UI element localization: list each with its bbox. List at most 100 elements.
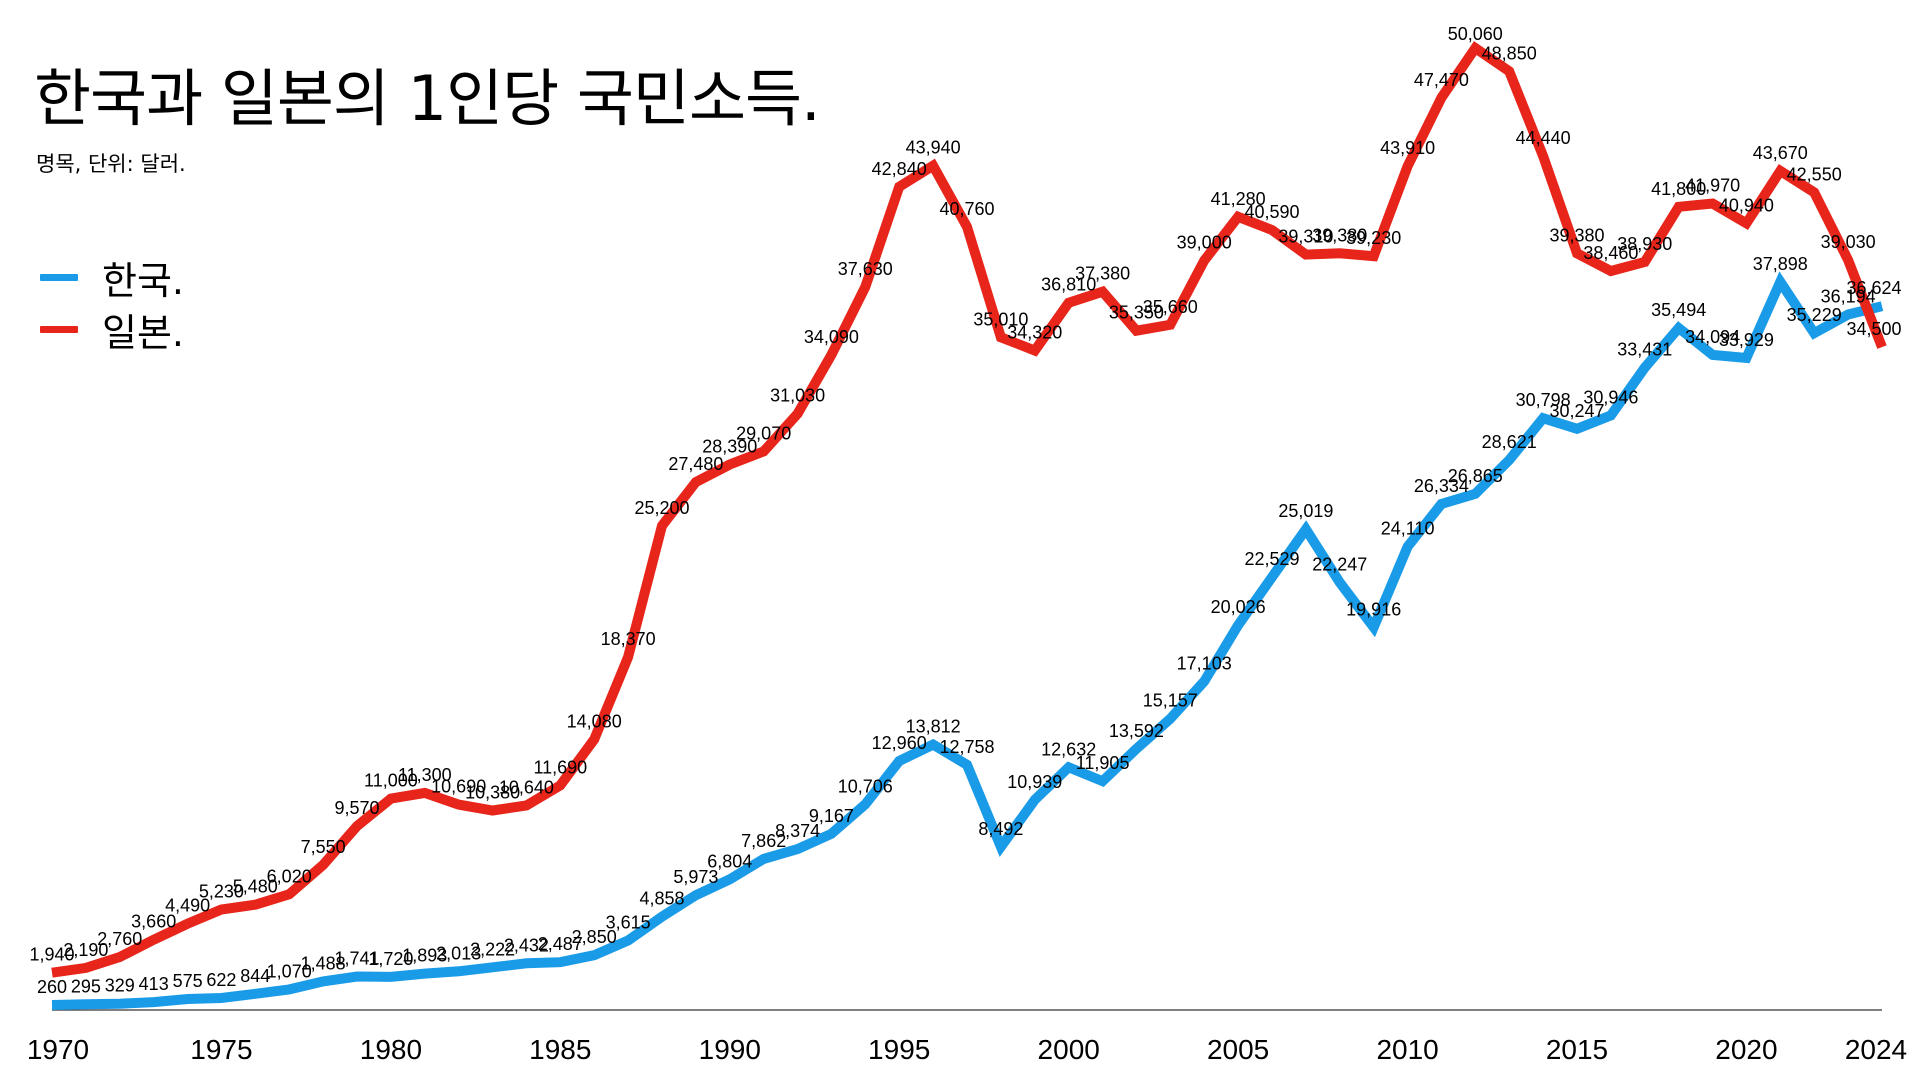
data-label-korea-2009: 19,916 [1346,599,1401,619]
data-label-japan-2012: 50,060 [1448,24,1503,44]
data-label-korea-1983: 2,222 [470,939,515,959]
data-label-japan-2015: 39,380 [1549,225,1604,245]
data-label-japan-1987: 18,370 [601,629,656,649]
data-label-japan-2023: 39,030 [1821,232,1876,252]
data-label-japan-1973: 3,660 [131,912,176,932]
x-tick-label-1970: 1970 [27,1034,89,1065]
data-label-japan-1994: 37,630 [838,259,893,279]
data-label-japan-1979: 9,570 [334,798,379,818]
data-label-japan-2020: 40,940 [1719,195,1774,215]
data-label-korea-2016: 30,946 [1583,387,1638,407]
data-label-japan-1990: 28,390 [702,437,757,457]
data-label-japan-2001: 37,380 [1075,264,1130,284]
data-label-korea-1988: 4,858 [639,889,684,909]
data-label-korea-1995: 12,960 [872,733,927,753]
data-label-korea-2005: 20,026 [1211,597,1266,617]
data-label-korea-1971: 295 [71,976,101,996]
data-label-korea-2017: 33,431 [1617,340,1672,360]
data-label-japan-1974: 4,490 [165,896,210,916]
data-label-japan-1986: 14,080 [567,711,622,731]
data-label-korea-1997: 12,758 [939,737,994,757]
x-tick-label-2010: 2010 [1376,1034,1438,1065]
data-label-korea-2024: 36,624 [1846,278,1901,298]
data-label-korea-1991: 7,862 [741,831,786,851]
x-tick-label-1995: 1995 [868,1034,930,1065]
data-label-japan-1978: 7,550 [301,837,346,857]
data-label-korea-1975: 622 [206,970,236,990]
x-tick-label-1985: 1985 [529,1034,591,1065]
data-label-japan-2004: 39,000 [1177,233,1232,253]
data-label-korea-2023: 36,194 [1821,287,1876,307]
data-label-japan-2007: 39,310 [1278,227,1333,247]
data-label-japan-2011: 47,470 [1414,70,1469,90]
legend-swatch-korea [40,274,78,281]
data-label-korea-1989: 5,973 [673,867,718,887]
data-label-japan-1995: 42,840 [872,159,927,179]
data-label-korea-2003: 15,157 [1143,691,1198,711]
data-label-japan-1975: 5,230 [199,882,244,902]
data-label-korea-1998: 8,492 [978,819,1023,839]
data-label-korea-2001: 11,905 [1076,753,1130,773]
data-label-japan-2021: 43,670 [1753,143,1808,163]
x-tick-label-2020: 2020 [1715,1034,1777,1065]
data-label-japan-2022: 42,550 [1787,164,1842,184]
data-label-korea-2011: 26,334 [1414,476,1469,496]
data-label-japan-1972: 2,760 [97,929,142,949]
data-label-japan-1982: 10,690 [431,777,486,797]
data-label-korea-1986: 2,850 [572,927,617,947]
x-axis-ticks: 1970 1975 1980 1985 1990 1995 2000 2005 2010 2015… [27,1034,1907,1065]
data-label-japan-2006: 40,590 [1244,202,1299,222]
data-label-korea-2002: 13,592 [1109,721,1164,741]
data-label-japan-2005: 41,280 [1211,189,1266,209]
legend-swatch-japan [40,326,78,333]
series-layer [51,41,1887,1010]
data-label-korea-1974: 575 [173,971,203,991]
x-tick-label-1980: 1980 [360,1034,422,1065]
data-label-korea-2013: 28,621 [1482,432,1537,452]
x-tick-label-2024: 2024 [1845,1034,1907,1065]
x-tick-label-1990: 1990 [699,1034,761,1065]
data-label-korea-1985: 2,487 [538,934,583,954]
data-label-japan-1992: 31,030 [770,386,825,406]
data-label-korea-2020: 33,929 [1719,330,1774,350]
data-label-korea-1996: 13,812 [906,717,961,737]
data-label-korea-1972: 329 [105,976,135,996]
chart-title: 한국과 일본의 1인당 국민소득. [34,62,821,135]
data-label-korea-1979: 1,741 [334,949,379,969]
data-label-korea-1970: 260 [37,977,67,997]
x-tick-label-2015: 2015 [1546,1034,1608,1065]
data-label-japan-1988: 25,200 [634,498,689,518]
data-labels-layer: 260 295 329 413 575 622 8441,0701,4881,7411,72… [29,24,1901,997]
data-label-japan-1976: 5,480 [233,877,278,897]
data-label-japan-2016: 38,460 [1583,243,1638,263]
data-label-japan-2017: 38,930 [1617,234,1672,254]
data-label-japan-2014: 44,440 [1516,128,1571,148]
data-label-japan-1997: 40,760 [939,199,994,219]
data-label-korea-2000: 12,632 [1041,739,1096,759]
data-label-korea-2022: 35,229 [1787,305,1842,325]
data-label-japan-1984: 10,640 [499,778,554,798]
data-label-japan-1999: 34,320 [1007,323,1062,343]
data-label-japan-1977: 6,020 [267,866,312,886]
data-label-korea-2018: 35,494 [1651,300,1706,320]
data-label-japan-1993: 34,090 [804,327,859,347]
data-label-japan-1991: 29,070 [736,423,791,443]
data-label-japan-2018: 41,800 [1651,179,1706,199]
legend-label-korea: 한국. [102,259,184,303]
data-label-japan-2002: 35,350 [1109,303,1164,323]
data-label-japan-2009: 39,230 [1346,228,1401,248]
data-label-korea-2014: 30,798 [1516,390,1571,410]
data-label-japan-2008: 39,380 [1312,225,1367,245]
data-label-japan-2024: 34,500 [1846,319,1901,339]
data-label-japan-2019: 41,970 [1685,176,1740,196]
x-tick-label-1975: 1975 [190,1034,252,1065]
data-label-korea-1978: 1,488 [301,953,346,973]
data-label-korea-1977: 1,070 [267,961,312,981]
legend-item-korea: 한국. [40,250,184,305]
data-label-korea-2012: 26,865 [1448,466,1503,486]
data-label-korea-2021: 37,898 [1753,254,1808,274]
data-label-korea-2019: 34,094 [1685,327,1740,347]
data-label-japan-1996: 43,940 [906,138,961,158]
data-label-korea-1992: 8,374 [775,821,820,841]
